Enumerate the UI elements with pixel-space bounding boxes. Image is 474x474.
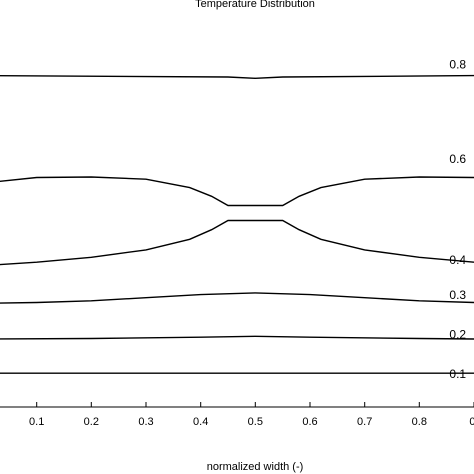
x-tick-label: 0.2: [84, 416, 99, 428]
chart-title: Temperature Distribution: [195, 0, 315, 10]
x-tick-label: 0.6: [302, 416, 317, 428]
contour-line-0-2: [0, 335, 474, 340]
contour-label-0-6: 0.6: [449, 152, 466, 166]
x-tick-label: 0.: [469, 416, 474, 428]
contour-label-0-4: 0.4: [449, 253, 466, 267]
contour-line-0-6: [0, 176, 474, 207]
x-tick-label: 0.5: [248, 416, 263, 428]
contour-label-0-1: 0.1: [449, 367, 466, 381]
contour-lines: [0, 74, 474, 374]
contour-line-0-3: [0, 292, 474, 305]
x-tick-label: 0.4: [193, 416, 208, 428]
x-tick-label: 0.1: [29, 416, 44, 428]
contour-label-0-3: 0.3: [449, 288, 466, 302]
x-tick-label: 0.3: [138, 416, 153, 428]
x-tick-label: 0.8: [412, 416, 427, 428]
contour-labels: 0.8 0.6 0.4 0.3 0.2 0.1: [449, 58, 466, 381]
x-axis-label: normalized width (-): [207, 461, 304, 473]
contour-line-0-8: [0, 74, 474, 80]
x-axis-ticks: 0.1 0.2 0.3 0.4 0.5 0.6 0.7 0.8 0.: [29, 402, 474, 428]
x-tick-label: 0.7: [357, 416, 372, 428]
contour-line-0-4: [0, 219, 474, 267]
contour-label-0-8: 0.8: [449, 58, 466, 72]
contour-label-0-2: 0.2: [449, 328, 466, 342]
